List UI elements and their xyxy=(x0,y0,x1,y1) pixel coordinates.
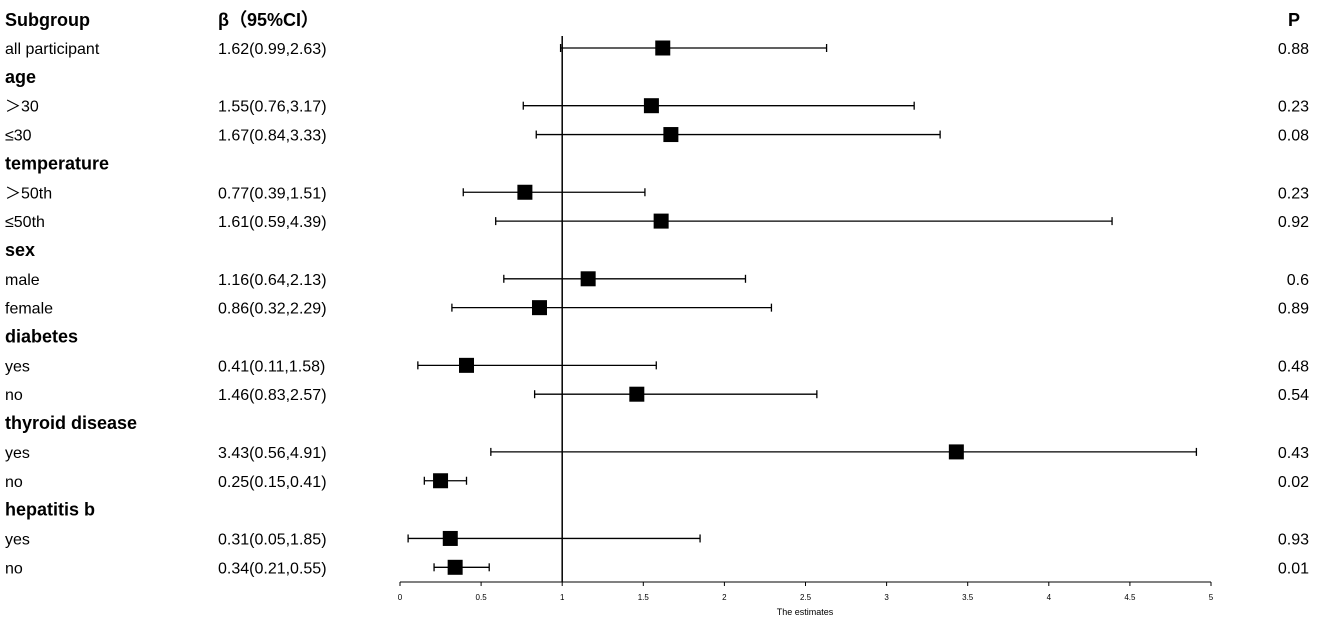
row-label: female xyxy=(5,301,53,318)
row-label: no xyxy=(5,560,23,577)
row-label: yes xyxy=(5,531,30,548)
x-tick-label: 0 xyxy=(398,593,403,602)
estimate-text: 3.43(0.56,4.91) xyxy=(218,445,327,462)
p-value: 0.48 xyxy=(1278,358,1309,375)
point-estimate xyxy=(517,184,533,200)
point-estimate xyxy=(663,127,679,143)
group-label: age xyxy=(5,67,36,87)
p-value: 0.93 xyxy=(1278,531,1309,548)
p-value: 0.43 xyxy=(1278,445,1309,462)
point-estimate xyxy=(629,386,645,402)
x-tick-label: 4 xyxy=(1047,593,1052,602)
estimate-text: 0.41(0.11,1.58) xyxy=(218,358,325,375)
group-label: diabetes xyxy=(5,327,78,347)
x-tick-label: 1 xyxy=(560,593,565,602)
row-label: male xyxy=(5,272,40,289)
row-label: yes xyxy=(5,358,30,375)
x-tick-label: 2.5 xyxy=(800,593,812,602)
point-estimate xyxy=(459,357,475,373)
p-value: 0.88 xyxy=(1278,41,1309,58)
point-estimate xyxy=(442,530,458,546)
estimate-text: 1.16(0.64,2.13) xyxy=(218,272,327,289)
estimate-text: 0.77(0.39,1.51) xyxy=(218,185,327,202)
group-label: hepatitis b xyxy=(5,500,95,520)
x-axis-label: The estimates xyxy=(777,607,834,617)
x-tick-label: 0.5 xyxy=(476,593,488,602)
row-label: all participant xyxy=(5,41,100,58)
p-value: 0.89 xyxy=(1278,301,1309,318)
p-value: 0.92 xyxy=(1278,214,1309,231)
x-tick-label: 5 xyxy=(1209,593,1214,602)
row-label: yes xyxy=(5,445,30,462)
p-value: 0.01 xyxy=(1278,560,1309,577)
estimate-text: 1.67(0.84,3.33) xyxy=(218,128,327,145)
estimate-text: 0.34(0.21,0.55) xyxy=(218,560,327,577)
estimate-text: 0.86(0.32,2.29) xyxy=(218,301,327,318)
x-axis: 0 0.5 1 1.5 2 2.5 3 3.5 4 4.5 5 xyxy=(398,581,1214,602)
group-label: thyroid disease xyxy=(5,413,137,433)
header-estimate: β（95%CI） xyxy=(218,10,319,30)
row-label: no xyxy=(5,474,23,491)
p-value: 0.23 xyxy=(1278,185,1309,202)
row-label: ≤30 xyxy=(5,128,32,145)
point-estimate xyxy=(531,300,547,316)
x-tick-label: 4.5 xyxy=(1124,593,1136,602)
header-p: P xyxy=(1288,10,1300,30)
row-label: ＞30 xyxy=(5,99,39,116)
point-estimate xyxy=(655,40,671,56)
p-value: 0.08 xyxy=(1278,128,1309,145)
p-value: 0.6 xyxy=(1287,272,1309,289)
x-tick-label: 1.5 xyxy=(638,593,650,602)
estimate-text: 1.46(0.83,2.57) xyxy=(218,387,327,404)
estimate-text: 0.31(0.05,1.85) xyxy=(218,531,327,548)
rows-layer: all participant 1.62(0.99,2.63) 0.88 age ＞30… xyxy=(5,41,1309,577)
point-estimate xyxy=(653,213,669,229)
estimate-text: 1.61(0.59,4.39) xyxy=(218,214,327,231)
row-label: ＞50th xyxy=(5,185,52,202)
estimate-text: 1.55(0.76,3.17) xyxy=(218,99,327,116)
point-estimate xyxy=(643,98,659,114)
row-label: ≤50th xyxy=(5,214,45,231)
point-estimate xyxy=(447,559,463,575)
p-value: 0.02 xyxy=(1278,474,1309,491)
point-estimate xyxy=(948,444,964,460)
group-label: sex xyxy=(5,240,35,260)
estimate-text: 0.25(0.15,0.41) xyxy=(218,474,327,491)
x-tick-label: 2 xyxy=(722,593,727,602)
p-value: 0.23 xyxy=(1278,99,1309,116)
p-value: 0.54 xyxy=(1278,387,1309,404)
row-label: no xyxy=(5,387,23,404)
point-estimate xyxy=(433,473,449,489)
x-tick-label: 3.5 xyxy=(962,593,974,602)
group-label: temperature xyxy=(5,153,109,173)
plot-area xyxy=(407,36,1198,582)
point-estimate xyxy=(580,271,596,287)
x-tick-label: 3 xyxy=(884,593,889,602)
estimate-text: 1.62(0.99,2.63) xyxy=(218,41,327,58)
header-subgroup: Subgroup xyxy=(5,10,90,30)
